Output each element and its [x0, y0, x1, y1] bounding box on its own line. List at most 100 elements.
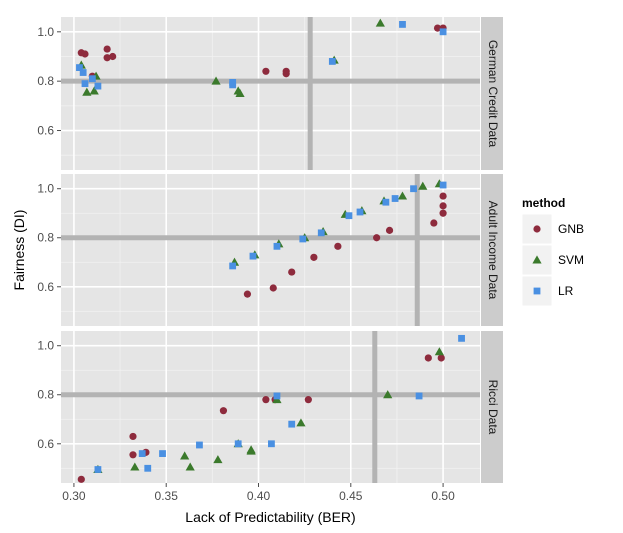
lr-point	[382, 198, 390, 206]
panel-2: 0.6 0.8 1.0 Adult Income Data	[37, 174, 503, 326]
lr-point	[94, 466, 102, 473]
lr-point	[79, 69, 87, 76]
svm-point	[434, 347, 444, 356]
gnb-point	[243, 290, 252, 298]
y-tick-label: 0.8	[37, 74, 54, 88]
gnb-point	[81, 50, 89, 58]
lr-point	[410, 185, 417, 193]
lr-point	[415, 392, 423, 400]
legend-keys: GNB SVM LR	[521, 213, 584, 307]
lr-point	[88, 75, 96, 83]
panel-background	[61, 174, 480, 326]
lr-point	[249, 252, 257, 260]
y-tick-label: 1.0	[37, 25, 54, 39]
panel-1: 0.6 0.8 1.0 German Credit Data	[37, 17, 503, 170]
y-tick-label: 0.6	[37, 437, 54, 451]
svm-point	[82, 87, 92, 96]
y-tick-label: 0.6	[37, 124, 54, 138]
gnb-point	[262, 67, 270, 75]
y-tick-label: 1.0	[37, 182, 54, 196]
x-tick-label: 0.50	[431, 489, 455, 503]
legend: method GNB SVM LR	[521, 196, 584, 307]
lr-point	[94, 82, 102, 90]
lr-point	[196, 441, 203, 449]
gnb-point	[334, 242, 342, 250]
svm-point	[130, 462, 140, 471]
x-axis-title: Lack of Predictability (BER)	[185, 509, 355, 525]
lr-point	[391, 195, 399, 202]
svm-point	[89, 86, 99, 95]
x-tick-label: 0.30	[62, 489, 86, 503]
gnb-point	[262, 396, 270, 404]
svm-point	[397, 191, 408, 200]
gnb-point	[437, 354, 445, 362]
lr-point	[299, 235, 307, 243]
x-tick-label: 0.35	[155, 489, 179, 503]
gnb-point	[103, 45, 111, 53]
legend-label-lr: LR	[558, 284, 574, 298]
gnb-point	[304, 396, 312, 404]
lr-point	[273, 242, 281, 250]
legend-key-box	[521, 213, 553, 245]
svm-point	[213, 455, 223, 464]
gnb-point	[439, 192, 447, 200]
y-tick-label: 0.6	[37, 280, 54, 294]
x-axis: 0.30 0.35 0.40 0.45 0.50	[62, 483, 455, 503]
facet-strip-label: Ricci Data	[486, 380, 500, 435]
y-axis-title: Fairness (DI)	[11, 210, 27, 291]
gnb-point	[310, 253, 318, 261]
lr-point	[138, 450, 146, 457]
gnb-point	[269, 284, 277, 292]
lr-point	[356, 208, 364, 216]
facet-strip	[481, 331, 503, 483]
lr-point	[159, 450, 166, 457]
lr-point	[458, 334, 465, 342]
gnb-point	[373, 234, 381, 242]
gnb-point	[77, 475, 85, 483]
svm-point	[211, 76, 221, 85]
lr-point	[399, 21, 406, 28]
svm-point	[383, 390, 393, 399]
svm-point	[180, 451, 190, 460]
x-tick-label: 0.45	[339, 489, 363, 503]
lr-point	[328, 58, 336, 65]
lr-point	[229, 262, 237, 270]
x-tick-label: 0.40	[247, 489, 271, 503]
gnb-point	[288, 268, 296, 276]
lr-point	[76, 64, 83, 71]
svm-point	[418, 181, 428, 190]
legend-label-gnb: GNB	[558, 222, 584, 236]
svm-point	[246, 446, 256, 455]
svm-point	[235, 88, 245, 97]
y-tick-label: 0.8	[37, 231, 54, 245]
gnb-point	[433, 24, 442, 32]
panel-background	[61, 17, 480, 170]
lr-point	[81, 80, 89, 88]
gnb-point	[282, 70, 290, 78]
gnb-point	[129, 451, 137, 459]
gnb-point	[109, 52, 117, 61]
lr-point	[229, 78, 237, 86]
gnb-point	[219, 407, 228, 415]
lr-point	[439, 181, 447, 189]
svm-point	[296, 418, 306, 427]
y-tick-label: 0.8	[37, 388, 54, 402]
gnb-point	[439, 202, 447, 210]
facet-strip-label: Adult Income Data	[486, 201, 500, 300]
lr-point	[268, 440, 275, 448]
lr-point	[273, 392, 281, 400]
svm-point	[375, 18, 385, 27]
lr-point	[317, 229, 325, 237]
legend-title: method	[522, 196, 565, 210]
facet-strip	[481, 17, 503, 170]
gnb-point	[430, 219, 438, 227]
facet-strip-label: German Credit Data	[486, 40, 500, 148]
gnb-legend-marker	[533, 225, 541, 233]
lr-point	[288, 420, 296, 428]
svm-point	[185, 462, 195, 471]
svm-legend-marker	[532, 255, 542, 264]
gnb-point	[385, 226, 394, 234]
panels-layer: 0.6 0.8 1.0 German Credit Data 0.6 0.8 1.0 Adul…	[37, 17, 503, 483]
gnb-point	[103, 54, 111, 62]
